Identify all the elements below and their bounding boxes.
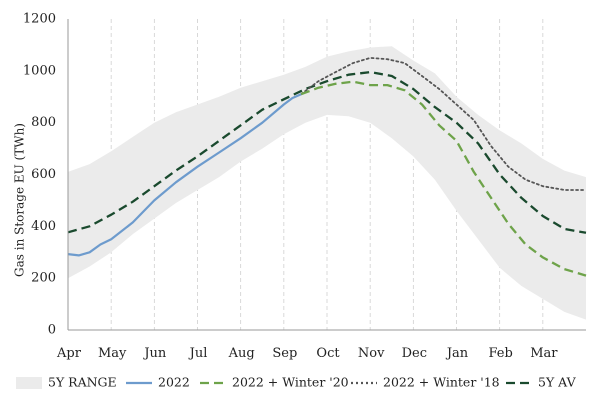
legend-label: 2022: [158, 375, 190, 390]
series-line-2022-winter-20: [300, 80, 587, 277]
legend-label: 2022 + Winter '18: [383, 375, 500, 390]
x-tick-label: May: [98, 346, 127, 361]
axes: 0 200 400 600 800 1000 1200 Apr May Jun Jul Aug Sep O…: [23, 12, 586, 361]
x-tick-label: Nov: [358, 346, 385, 361]
x-tick-label: Oct: [316, 346, 340, 361]
x-tick-label: Jun: [142, 346, 167, 361]
legend-label: 2022 + Winter '20: [232, 375, 349, 390]
legend-swatch: [16, 377, 42, 389]
y-axis-label: Gas in Storage EU (TWh): [13, 123, 27, 277]
series-line-5y-av: [67, 70, 587, 234]
x-tick-label: Aug: [228, 346, 255, 361]
y-tick-label: 600: [31, 167, 56, 182]
x-tick-label: Mar: [530, 346, 558, 361]
range-band-layer: [68, 46, 586, 320]
legend-label: 5Y RANGE: [48, 375, 117, 390]
x-tick-label: Jan: [445, 346, 469, 361]
y-tick-label: 1200: [23, 12, 56, 27]
x-tick-label: Feb: [489, 346, 513, 361]
y-tick-label: 0: [48, 323, 56, 338]
y-tick-label: 400: [31, 219, 56, 234]
legend-item: 2022 + Winter '18: [351, 375, 500, 390]
x-tick-label: Sep: [272, 346, 297, 361]
x-tick-label: Apr: [56, 346, 82, 361]
x-tick-label: Jul: [188, 346, 208, 361]
x-tick-label: Dec: [402, 346, 427, 361]
legend-item: 2022 + Winter '20: [200, 375, 349, 390]
y-tick-label: 200: [31, 271, 56, 286]
range-band: [68, 46, 586, 320]
legend-label: 5Y AV: [538, 375, 577, 390]
legend-item: 5Y RANGE: [16, 375, 117, 390]
legend-item: 2022: [126, 375, 190, 390]
series-line-2022-winter-18: [300, 57, 587, 191]
legend-item: 5Y AV: [506, 375, 577, 390]
legend: 5Y RANGE 2022 2022 + Winter '20 2022 + Wint…: [16, 375, 577, 390]
y-tick-label: 800: [31, 115, 56, 130]
series-line-2022: [67, 93, 302, 257]
series-layer: [67, 57, 587, 277]
y-tick-label: 1000: [23, 63, 56, 78]
